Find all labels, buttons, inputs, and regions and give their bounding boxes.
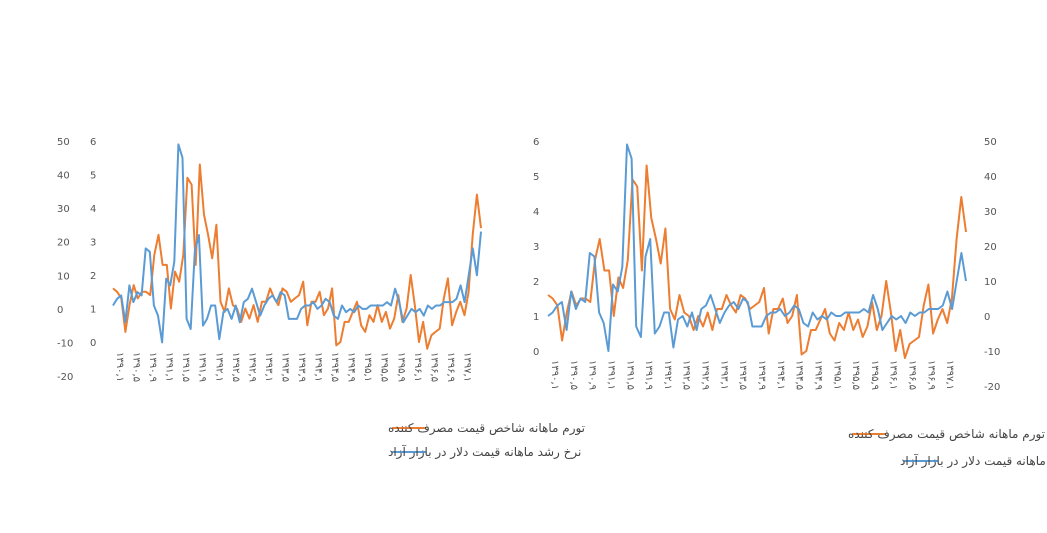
x-tick-label: ۱۳۹۰,۱ [549, 360, 560, 390]
x-tick-label: ۱۳۹۶,۹ [445, 352, 456, 382]
x-tick-label: ۱۳۹۳,۵ [279, 352, 290, 382]
x-tick-label: ۱۳۹۰,۵ [568, 360, 579, 390]
x-tick-label: ۱۳۹۵,۱ [362, 352, 373, 382]
x-tick-label: ۱۳۹۵,۱ [831, 360, 842, 390]
right-axis-tick: 50 [57, 137, 70, 148]
right-axis-tick: 30 [57, 204, 70, 215]
x-tick-label: ۱۳۹۴,۱ [313, 352, 324, 382]
series-line-cpi-inflation [547, 164, 967, 359]
x-tick-label: ۱۳۹۶,۹ [925, 360, 936, 390]
left-axis-tick: 1 [90, 305, 96, 316]
right-axis-tick: -20 [984, 382, 1000, 393]
left-axis-tick: 0 [90, 338, 96, 349]
legend-label: نرخ رشد ماهانه قیمت دلار در بازار آزاد [388, 444, 581, 460]
legend-label: تورم ماهانه شاخص قیمت مصرف کننده [848, 427, 1045, 442]
left-axis-tick: 6 [90, 137, 96, 148]
series-line-dollar-growth [547, 143, 967, 352]
x-tick-label: ۱۳۹۵,۵ [850, 360, 861, 390]
right-axis-tick: 10 [984, 277, 997, 288]
x-tick-label: ۱۳۹۱,۹ [197, 352, 208, 382]
legend-label: تورم ماهانه شاخص قیمت مصرف کننده [388, 421, 585, 436]
x-tick-label: ۱۳۹۴,۹ [812, 360, 823, 390]
x-tick-label: ۱۳۹۳,۹ [756, 360, 767, 390]
right-axis-tick: 20 [984, 242, 997, 253]
x-tick-label: ۱۳۹۲,۹ [246, 352, 257, 382]
right-axis-tick: 20 [57, 238, 70, 249]
x-tick-label: ۱۳۹۳,۱ [718, 360, 729, 390]
right-axis-tick: 0 [57, 305, 63, 316]
x-tick-label: ۱۳۹۱,۱ [164, 352, 175, 382]
left-axis-tick: 6 [533, 137, 539, 148]
legend-label: وقفه اول نرخ رشد ماهانه قیمت دلار در باز… [900, 453, 1047, 469]
x-tick-label: ۱۳۹۳,۵ [737, 360, 748, 390]
left-axis-tick: 1 [533, 312, 539, 323]
x-tick-label: ۱۳۹۴,۵ [329, 352, 340, 382]
x-tick-label: ۱۳۹۶,۱ [412, 352, 423, 382]
right-axis-tick: -10 [984, 347, 1000, 358]
x-tick-label: ۱۳۹۲,۵ [230, 352, 241, 382]
x-tick-label: ۱۳۹۶,۵ [428, 352, 439, 382]
x-tick-label: ۱۳۹۵,۵ [379, 352, 390, 382]
right-axis-tick: 50 [984, 137, 997, 148]
right-axis-tick: 40 [57, 171, 70, 182]
left-axis-tick: 5 [90, 171, 96, 182]
left-axis-tick: 2 [533, 277, 539, 288]
x-tick-label: ۱۳۹۴,۱ [775, 360, 786, 390]
left-axis-tick: 2 [90, 271, 96, 282]
left-axis-tick: 3 [90, 238, 96, 249]
x-tick-label: ۱۳۹۷,۱ [944, 360, 955, 390]
x-tick-label: ۱۳۹۳,۱ [263, 352, 274, 382]
x-tick-label: ۱۳۹۶,۱ [888, 360, 899, 390]
left-axis-tick: 0 [533, 347, 539, 358]
right-axis-tick: -10 [57, 338, 73, 349]
x-tick-label: ۱۳۹۴,۵ [794, 360, 805, 390]
right-axis-tick: 0 [984, 312, 990, 323]
x-tick-label: ۱۳۹۴,۹ [346, 352, 357, 382]
x-tick-label: ۱۳۹۲,۱ [213, 352, 224, 382]
x-tick-label: ۱۳۹۱,۵ [624, 360, 635, 390]
series-line-cpi-inflation [112, 163, 482, 350]
right-axis-tick: -20 [57, 372, 73, 383]
right-axis-tick: 10 [57, 271, 70, 282]
right-axis-tick: 40 [984, 172, 997, 183]
x-tick-label: ۱۳۹۲,۱ [662, 360, 673, 390]
x-tick-label: ۱۳۹۰,۱ [114, 352, 125, 382]
x-tick-label: ۱۳۹۰,۵ [131, 352, 142, 382]
x-tick-label: ۱۳۹۵,۹ [869, 360, 880, 390]
x-tick-label: ۱۳۹۰,۹ [147, 352, 158, 382]
x-tick-label: ۱۳۹۵,۹ [395, 352, 406, 382]
x-tick-label: ۱۳۹۲,۹ [700, 360, 711, 390]
x-tick-label: ۱۳۹۳,۹ [296, 352, 307, 382]
series-line-dollar-growth [112, 143, 482, 344]
x-tick-label: ۱۳۹۶,۵ [907, 360, 918, 390]
x-tick-label: ۱۳۹۱,۱ [605, 360, 616, 390]
x-tick-label: ۱۳۹۱,۹ [643, 360, 654, 390]
right-axis-tick: 30 [984, 207, 997, 218]
left-axis-tick: 5 [533, 172, 539, 183]
left-axis-tick: 3 [533, 242, 539, 253]
x-tick-label: ۱۳۹۱,۵ [180, 352, 191, 382]
x-tick-label: ۱۳۹۷,۱ [461, 352, 472, 382]
left-axis-tick: 4 [533, 207, 539, 218]
left-axis-tick: 4 [90, 204, 96, 215]
x-tick-label: ۱۳۹۲,۵ [681, 360, 692, 390]
x-tick-label: ۱۳۹۰,۹ [587, 360, 598, 390]
